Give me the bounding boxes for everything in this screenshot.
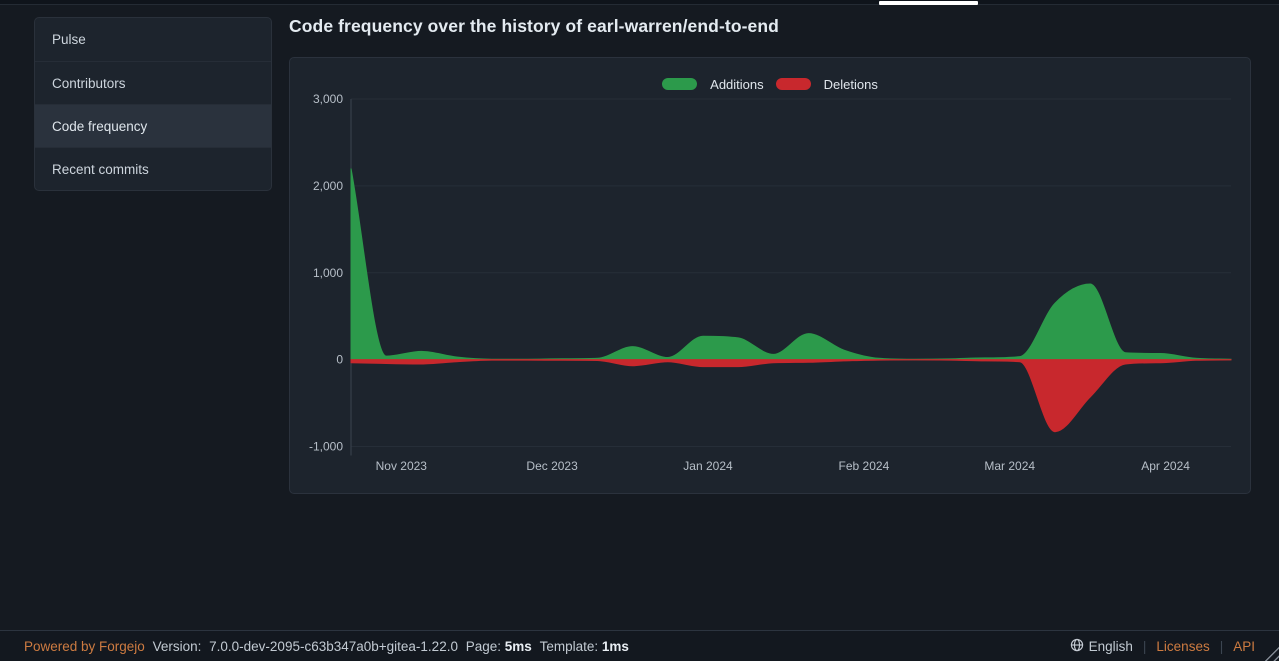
template-time-label: Template: xyxy=(539,638,599,654)
footer-left: Powered by Forgejo Version: 7.0.0-dev-20… xyxy=(24,639,629,654)
active-tab-underline[interactable] xyxy=(879,1,978,5)
powered-by-forgejo-link[interactable]: Powered by Forgejo xyxy=(24,638,145,654)
svg-text:3,000: 3,000 xyxy=(313,92,343,106)
version-label: Version: xyxy=(152,638,202,654)
legend-label-deletions: Deletions xyxy=(823,76,878,92)
language-label: English xyxy=(1088,638,1133,654)
legend-item-deletions[interactable]: Deletions xyxy=(775,76,878,92)
sidebar-item-pulse[interactable]: Pulse xyxy=(52,32,86,47)
svg-text:-1,000: -1,000 xyxy=(309,440,343,454)
sidebar-item-code-frequency[interactable]: Code frequency xyxy=(35,104,271,147)
footer: Powered by Forgejo Version: 7.0.0-dev-20… xyxy=(0,630,1279,661)
version-value: 7.0.0-dev-2095-c63b347a0b+gitea-1.22.0 xyxy=(209,638,458,654)
page-time-label: Page: xyxy=(465,638,502,654)
footer-divider: | xyxy=(1219,638,1224,654)
chart-legend: Additions Deletions xyxy=(290,76,1250,92)
footer-divider: | xyxy=(1142,638,1147,654)
svg-text:0: 0 xyxy=(336,353,343,367)
legend-label-additions: Additions xyxy=(710,76,764,92)
page-title: Code frequency over the history of earl-… xyxy=(289,16,779,36)
svg-text:Nov 2023: Nov 2023 xyxy=(376,459,428,473)
template-time-value: 1ms xyxy=(601,638,629,654)
code-frequency-chart[interactable]: 3,000 2,000 1,000 0 -1,000 Nov 2023 Dec 2023 Ja… xyxy=(290,58,1250,493)
svg-text:2,000: 2,000 xyxy=(313,179,343,193)
svg-text:Jan 2024: Jan 2024 xyxy=(683,459,733,473)
additions-swatch xyxy=(662,78,698,90)
svg-text:Dec 2023: Dec 2023 xyxy=(526,459,578,473)
sidebar-item-recent-commits[interactable]: Recent commits xyxy=(35,147,271,190)
globe-icon xyxy=(1070,638,1084,655)
code-frequency-panel: Additions Deletions 3,000 2,000 1,000 0 -1,0… xyxy=(289,57,1251,494)
page-time-value: 5ms xyxy=(504,638,532,654)
deletions-swatch xyxy=(775,78,811,90)
svg-text:Apr 2024: Apr 2024 xyxy=(1141,459,1190,473)
sidebar-item-contributors[interactable]: Contributors xyxy=(35,61,271,104)
svg-text:Mar 2024: Mar 2024 xyxy=(984,459,1035,473)
licenses-link[interactable]: Licenses xyxy=(1156,638,1210,654)
top-navbar xyxy=(0,0,1279,5)
language-menu[interactable]: English xyxy=(1070,638,1133,655)
legend-item-additions[interactable]: Additions xyxy=(662,76,764,92)
repo-activity-sidebar: Pulse Contributors Code frequency Recent… xyxy=(34,17,272,191)
api-link[interactable]: API xyxy=(1233,638,1255,654)
footer-right: English | Licenses | API xyxy=(1070,638,1255,655)
svg-text:Feb 2024: Feb 2024 xyxy=(839,459,890,473)
svg-text:1,000: 1,000 xyxy=(313,266,343,280)
